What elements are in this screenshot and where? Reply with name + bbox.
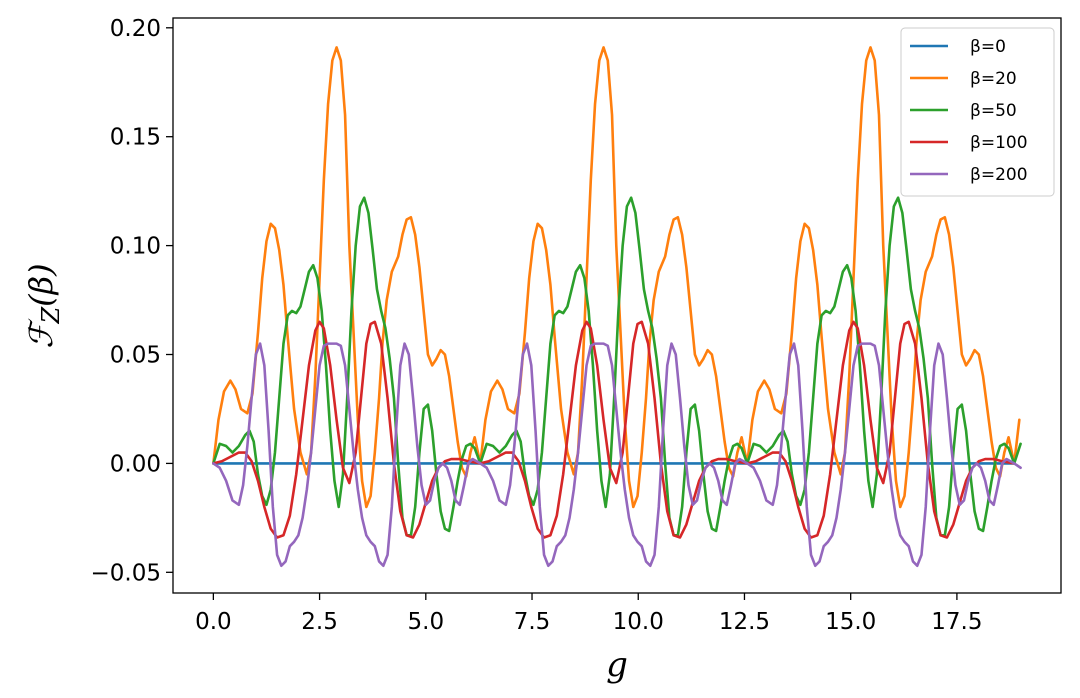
legend-label: β=50 [970, 101, 1017, 121]
x-tick-label: 17.5 [931, 609, 982, 635]
y-tick-label: 0.20 [110, 16, 161, 42]
plot-frame [172, 17, 1062, 594]
legend-label: β=200 [970, 165, 1028, 185]
legend-label: β=100 [970, 133, 1028, 153]
series-line-beta50 [212, 196, 1022, 537]
x-tick-label: 12.5 [719, 609, 770, 635]
y-tick-label: −0.05 [91, 560, 161, 586]
series-line-beta100 [212, 320, 1016, 539]
x-axis-label: g [606, 645, 628, 685]
legend-items: β=0 β=20 β=50 β=100 β=200 [910, 37, 1028, 185]
y-tick-label: 0.00 [110, 451, 161, 477]
series-layer [212, 46, 1022, 568]
x-tick-label: 0.0 [195, 609, 232, 635]
series-line-beta200 [212, 342, 1022, 568]
x-tick-label: 15.0 [825, 609, 876, 635]
x-tick-label: 2.5 [301, 609, 338, 635]
y-tick-label: 0.10 [110, 234, 161, 260]
y-axis-label-sub: Z [37, 306, 65, 325]
legend: β=0 β=20 β=50 β=100 β=200 [900, 27, 1055, 197]
x-ticks: 0.0 2.5 5.0 7.5 10.0 12.5 15.0 17.5 [195, 593, 983, 635]
y-tick-label: 0.05 [110, 343, 161, 369]
x-tick-label: 5.0 [408, 609, 445, 635]
x-tick-label: 7.5 [514, 609, 551, 635]
y-axis-label: ℱZ(β) [22, 263, 65, 348]
legend-label: β=20 [970, 69, 1017, 89]
legend-label: β=0 [970, 37, 1006, 57]
y-tick-label: 0.15 [110, 125, 161, 151]
y-axis-label-arg: (β) [22, 263, 60, 306]
x-tick-label: 10.0 [613, 609, 664, 635]
y-ticks: −0.05 0.00 0.05 0.10 0.15 0.20 [91, 16, 173, 586]
legend-frame [900, 27, 1055, 197]
